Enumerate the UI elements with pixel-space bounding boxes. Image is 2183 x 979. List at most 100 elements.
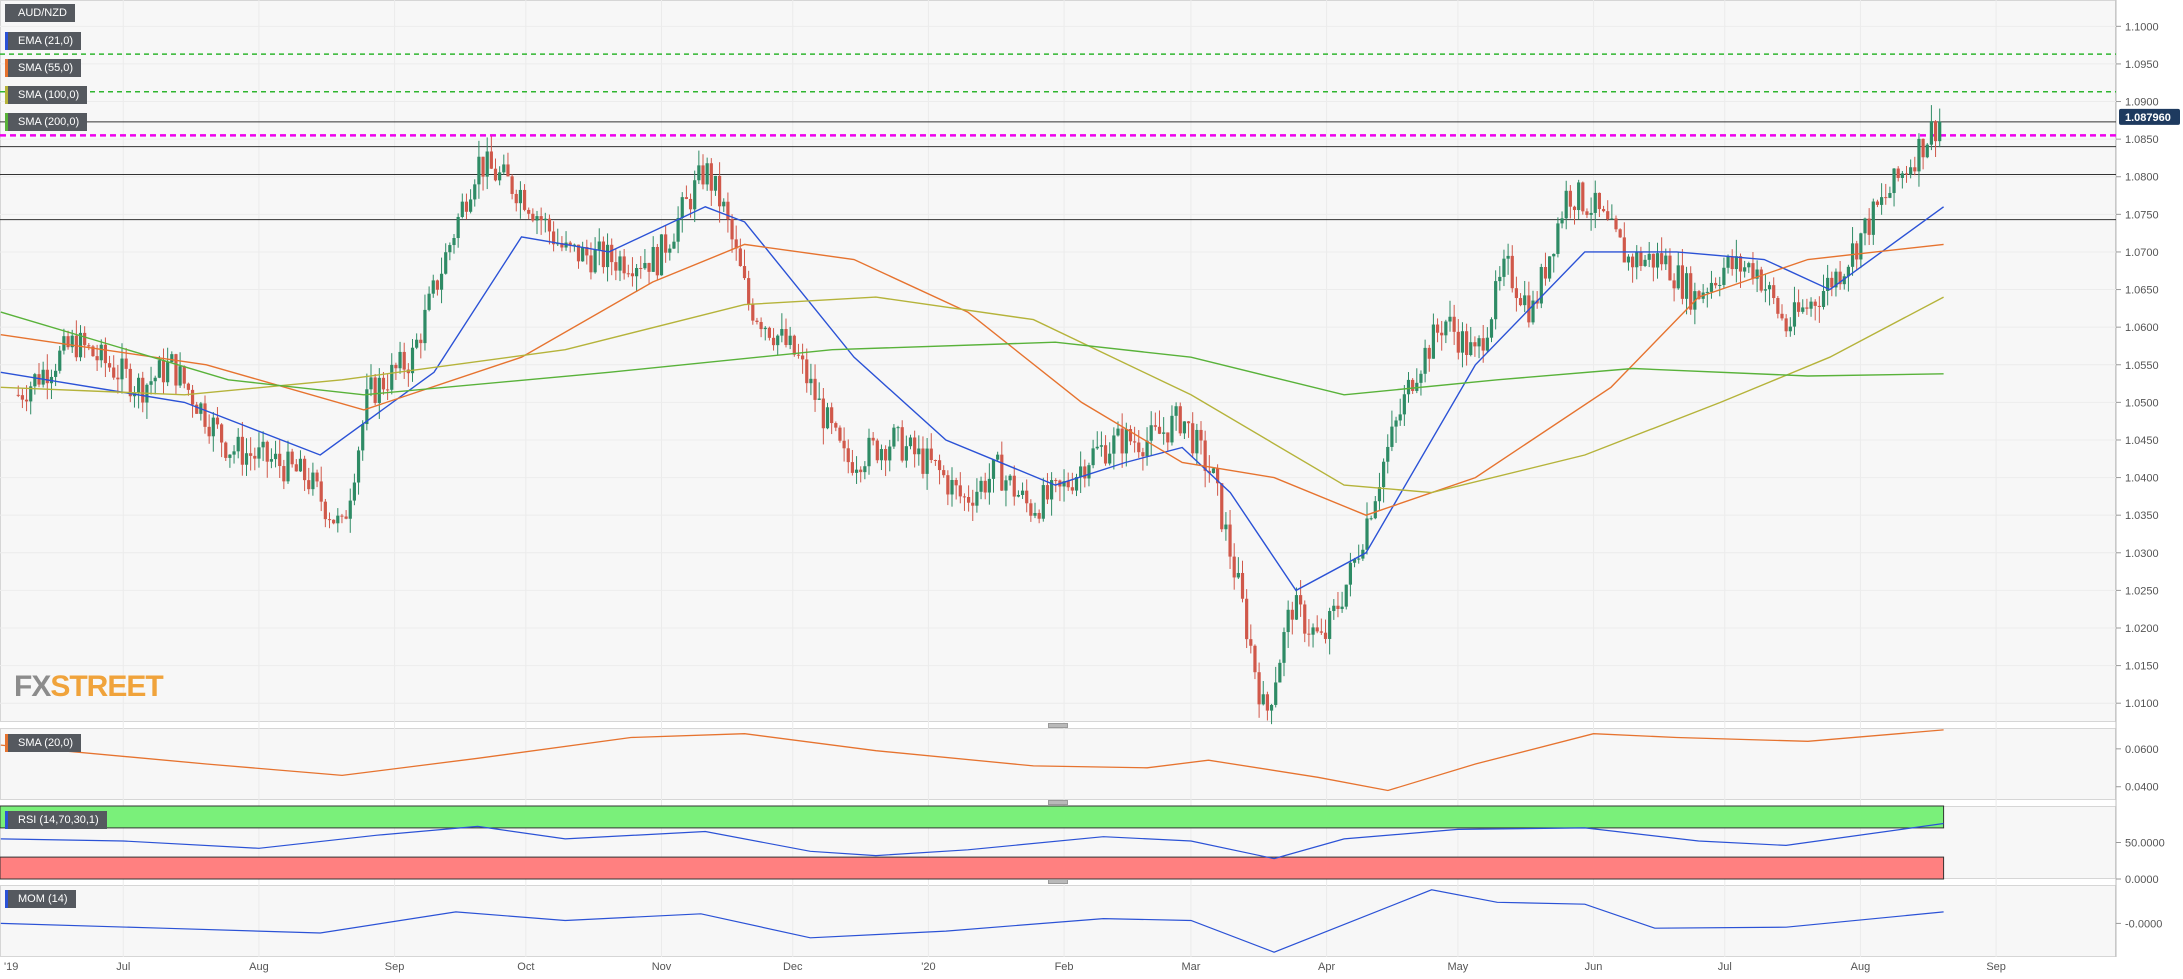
candle-body-337 [1415,382,1419,391]
candle-body-315 [1323,632,1328,639]
pane-resize-handle-3[interactable] [1048,879,1068,884]
ema21-label[interactable]: EMA (21,0) [5,32,82,50]
fxstreet-logo: FXSTREET [14,670,164,704]
candle-body-144 [614,262,618,271]
candle-body-96 [415,339,419,348]
candle-body-335 [1406,379,1411,395]
candle-body-348 [1460,331,1465,353]
candle-body-84 [365,389,369,425]
candle-body-139 [593,249,597,273]
candle-body-19 [95,356,99,361]
candle-body-70 [307,480,311,490]
rsi-overbought-zone [0,805,1945,829]
candle-body-236 [996,454,1000,460]
candle-body-27 [128,368,132,397]
candle-body-415 [1738,256,1743,272]
candle-body-47 [211,417,215,437]
candle-body-365 [1531,300,1535,323]
candle-body-316 [1328,611,1332,639]
candle-body-161 [684,197,689,199]
candle-body-81 [352,482,357,501]
candle-body-5 [37,374,41,385]
candle-body-450 [1884,197,1888,199]
candle-body-277 [1166,432,1170,443]
sub-sma-label[interactable]: SMA (20,0) [5,734,82,752]
symbol-label[interactable]: AUD/NZD [5,4,75,22]
candle-body-294 [1236,572,1240,578]
candle-body-402 [1684,273,1689,299]
candle-body-196 [830,407,834,424]
candle-body-318 [1336,605,1340,609]
candle-body-421 [1763,289,1768,291]
sub-y-tick-1: 0.0400 [2125,782,2159,794]
candle-body-340 [1427,347,1431,359]
candle-body-289 [1216,468,1220,484]
candle-body-306 [1286,609,1290,633]
candle-body-46 [207,426,211,437]
mom-y-tick-0: -0.0000 [2125,918,2162,930]
candle-body-261 [1099,445,1104,447]
candle-body-53 [236,436,240,452]
x-tick-7: '20 [921,961,935,973]
sma100-label[interactable]: SMA (100,0) [5,86,88,104]
candle-body-39 [178,366,182,386]
candle-body-246 [1037,512,1041,519]
candle-body-182 [771,337,776,346]
candle-body-455 [1904,173,1909,175]
candle-body-357 [1498,276,1502,282]
candle-body-361 [1514,288,1519,299]
candle-body-140 [597,241,601,250]
candle-body-385 [1614,218,1618,230]
candle-body-174 [738,248,742,267]
candle-body-314 [1319,631,1323,633]
candle-body-48 [215,417,220,425]
candle-body-145 [618,256,622,271]
candle-body-460 [1925,144,1929,158]
candle-body-202 [854,469,859,473]
candle-body-158 [672,241,676,249]
mom-label[interactable]: MOM (14) [5,890,76,908]
candle-body-194 [821,398,825,429]
candle-body-25 [120,358,124,380]
candle-body-414 [1734,256,1738,270]
candle-body-321 [1348,562,1353,585]
logo-fx: FX [14,670,51,703]
candle-body-453 [1896,168,1900,178]
candle-body-434 [1817,305,1821,307]
candle-body-462 [1933,121,1938,142]
sma55-label[interactable]: SMA (55,0) [5,59,82,77]
pane-resize-handle-2[interactable] [1048,800,1068,805]
candle-body-138 [589,255,593,273]
candle-body-341 [1431,324,1436,359]
candle-body-387 [1622,237,1626,263]
candle-body-400 [1676,265,1680,289]
candle-body-122 [522,189,527,210]
candle-body-110 [473,184,477,200]
candle-body-272 [1145,440,1149,457]
candle-body-425 [1780,313,1784,319]
rsi-label[interactable]: RSI (14,70,30,1) [5,811,107,829]
candle-body-85 [369,377,373,390]
candle-body-151 [643,262,647,269]
candle-body-54 [240,436,244,465]
candle-body-170 [722,201,726,207]
y-tick-13: 1.0350 [2125,510,2159,522]
candle-body-89 [386,389,390,391]
candle-body-175 [742,266,747,279]
candle-body-280 [1178,406,1182,434]
candle-body-302 [1269,704,1274,711]
candle-body-219 [925,448,929,474]
candle-body-41 [186,383,191,390]
candle-body-212 [896,427,900,429]
candle-body-416 [1743,267,1747,272]
sma200-label[interactable]: SMA (200,0) [5,113,88,131]
pane-resize-handle-1[interactable] [1048,723,1068,728]
candle-body-35 [161,360,166,383]
candle-body-165 [701,165,705,185]
rsi-line [0,822,1944,860]
candle-body-80 [348,500,352,519]
candle-body-438 [1834,271,1838,288]
candle-body-350 [1469,342,1473,355]
